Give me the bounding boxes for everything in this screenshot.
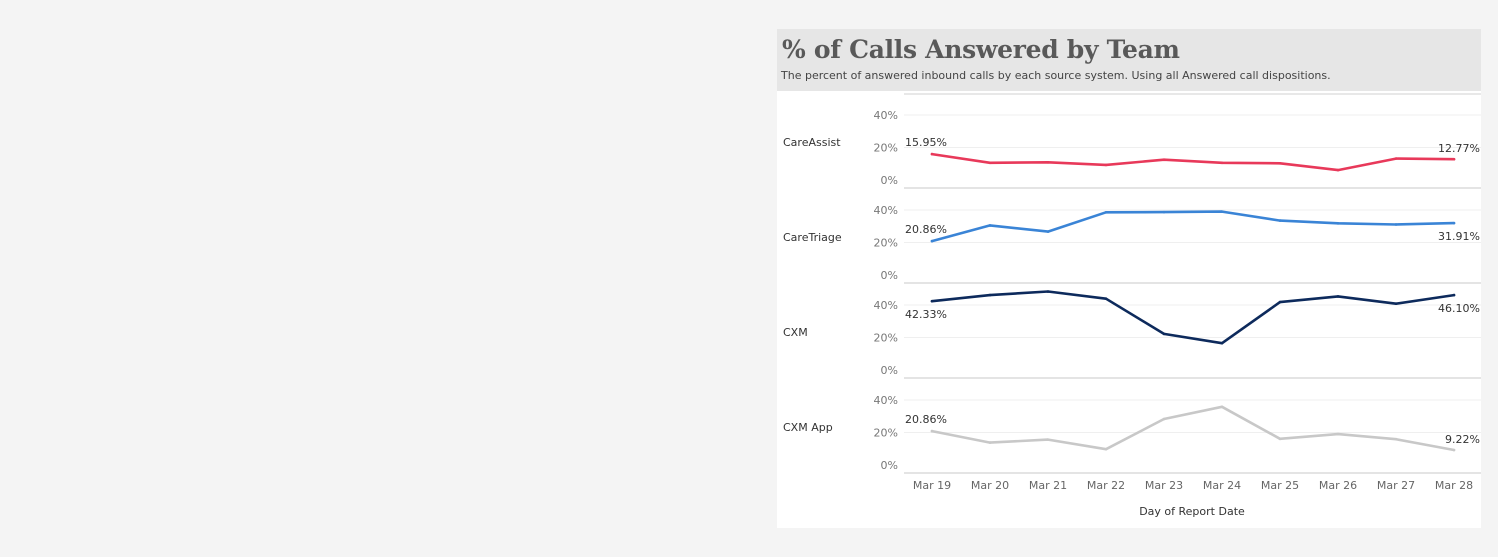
data-point	[1278, 219, 1282, 222]
data-point	[1452, 221, 1456, 225]
x-axis-title: Day of Report Date	[1139, 505, 1245, 518]
y-tick-label: 20%	[874, 427, 898, 440]
series-line-cxm	[930, 290, 1456, 345]
data-point	[1046, 438, 1050, 441]
data-label-last: 9.22%	[1445, 433, 1480, 446]
data-point	[988, 441, 992, 444]
data-point	[1278, 161, 1282, 165]
data-point	[1162, 332, 1166, 336]
data-point	[1220, 210, 1224, 213]
data-point	[1394, 223, 1398, 226]
y-tick-label: 40%	[874, 109, 898, 122]
data-point	[1104, 210, 1108, 214]
data-point	[988, 224, 992, 227]
data-point	[1336, 222, 1340, 225]
series-line-caretriage	[930, 210, 1456, 243]
data-label-first: 42.33%	[905, 308, 947, 321]
x-tick-label: Mar 28	[1435, 479, 1473, 492]
data-label-first: 15.95%	[905, 136, 947, 149]
data-point	[1452, 293, 1456, 297]
y-tick-label: 0%	[881, 269, 898, 282]
data-point	[1104, 447, 1108, 451]
series-line-careassist	[930, 152, 1456, 172]
x-tick-label: Mar 26	[1319, 479, 1357, 492]
y-tick-label: 0%	[881, 459, 898, 472]
data-point	[1336, 295, 1340, 298]
data-point	[1336, 432, 1340, 436]
series-line-cxm-app	[930, 405, 1456, 452]
data-point	[1220, 405, 1224, 409]
data-point	[930, 299, 934, 303]
data-label-last: 31.91%	[1438, 230, 1480, 243]
y-tick-label: 40%	[874, 394, 898, 407]
x-tick-label: Mar 22	[1087, 479, 1125, 492]
data-point	[988, 161, 992, 165]
y-tick-label: 20%	[874, 142, 898, 155]
data-point	[1046, 230, 1050, 233]
data-point	[1162, 158, 1166, 161]
data-label-first: 20.86%	[905, 223, 947, 236]
chart-title: % of Calls Answered by Team	[782, 35, 1180, 64]
data-label-first: 20.86%	[905, 413, 947, 426]
y-tick-label: 20%	[874, 332, 898, 345]
data-point	[1046, 290, 1050, 293]
line-chart-panels: 40% 20% 0% CareAssist 15.95% 12.77% 40% 20% 0% Ca…	[783, 93, 1481, 518]
y-tick-label: 40%	[874, 204, 898, 217]
data-point	[1046, 160, 1050, 164]
x-tick-label: Mar 21	[1029, 479, 1067, 492]
y-tick-label: 20%	[874, 237, 898, 250]
x-tick-label: Mar 20	[971, 479, 1009, 492]
x-tick-label: Mar 23	[1145, 479, 1183, 492]
row-label-careassist: CareAssist	[783, 136, 841, 149]
x-tick-label: Mar 24	[1203, 479, 1241, 492]
data-point	[988, 293, 992, 297]
data-point	[1394, 437, 1398, 441]
data-point	[1452, 448, 1456, 452]
y-tick-label: 0%	[881, 174, 898, 187]
data-label-last: 12.77%	[1438, 142, 1480, 155]
data-point	[1220, 341, 1224, 345]
data-point	[1162, 210, 1166, 214]
y-tick-label: 40%	[874, 299, 898, 312]
row-label-caretriage: CareTriage	[783, 231, 842, 244]
x-tick-label: Mar 25	[1261, 479, 1299, 492]
x-tick-label: Mar 27	[1377, 479, 1415, 492]
data-point	[1452, 157, 1456, 161]
data-point	[930, 239, 934, 243]
data-point	[1336, 168, 1340, 172]
data-point	[1104, 297, 1108, 300]
data-point	[1162, 417, 1166, 421]
data-point	[930, 429, 934, 433]
chart-subtitle: The percent of answered inbound calls by…	[781, 69, 1331, 82]
data-point	[1278, 437, 1282, 441]
chart-card: % of Calls Answered by Team The percent …	[777, 29, 1481, 528]
data-point	[1278, 300, 1282, 304]
data-point	[1104, 163, 1108, 167]
data-point	[1220, 161, 1224, 165]
data-label-last: 46.10%	[1438, 302, 1480, 315]
data-point	[930, 152, 934, 156]
data-point	[1394, 157, 1398, 160]
chart-header: % of Calls Answered by Team The percent …	[777, 29, 1481, 91]
data-point	[1394, 302, 1398, 306]
x-tick-label: Mar 19	[913, 479, 951, 492]
row-label-cxm: CXM	[783, 326, 808, 339]
row-label-cxm-app: CXM App	[783, 421, 833, 434]
y-tick-label: 0%	[881, 364, 898, 377]
